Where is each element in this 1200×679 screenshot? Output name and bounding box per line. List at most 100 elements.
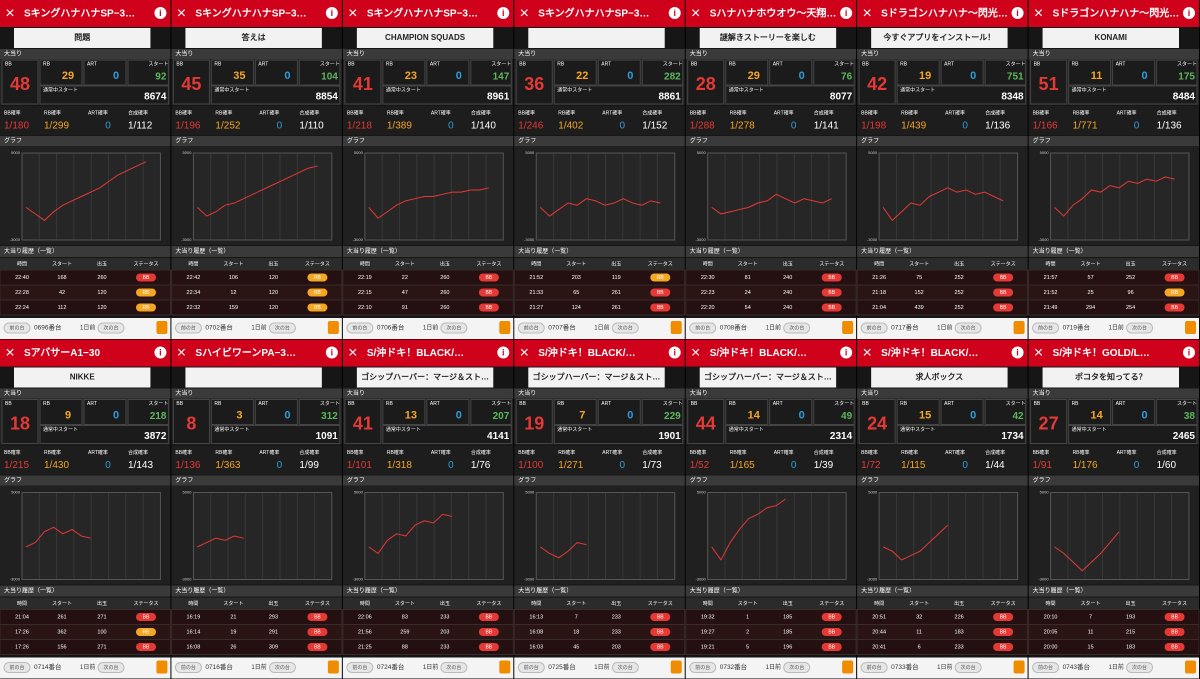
ad-text: KONAMI — [1095, 33, 1127, 42]
next-button[interactable] — [97, 662, 125, 673]
info-icon[interactable] — [668, 346, 681, 359]
close-button[interactable]: × — [5, 5, 14, 22]
next-button[interactable] — [268, 322, 296, 334]
prev-button[interactable] — [689, 662, 717, 673]
next-button[interactable] — [611, 322, 639, 334]
prev-button[interactable] — [174, 662, 202, 673]
next-button[interactable] — [954, 662, 982, 673]
status-pill — [478, 288, 499, 297]
bb-count: 27 — [1039, 413, 1059, 433]
status-pill — [478, 273, 499, 282]
next-button[interactable] — [268, 662, 296, 673]
rate-label: 合成確率 — [814, 449, 834, 456]
info-icon[interactable] — [497, 7, 510, 19]
table-row — [685, 299, 857, 316]
day-label: 1日前 — [80, 324, 95, 332]
prev-button[interactable] — [346, 322, 374, 334]
graph-line — [539, 198, 661, 217]
status-text: BB — [314, 629, 321, 635]
prev-button[interactable] — [174, 322, 202, 334]
next-button[interactable] — [611, 662, 639, 673]
table-cell: 21:52 — [1044, 290, 1058, 296]
next-button[interactable] — [954, 322, 982, 334]
start-count: 751 — [1007, 72, 1024, 83]
next-button[interactable] — [1126, 662, 1154, 673]
close-button[interactable]: × — [5, 345, 14, 362]
prev-button[interactable] — [517, 662, 545, 673]
info-icon[interactable] — [1011, 346, 1024, 359]
next-button[interactable] — [1126, 322, 1154, 334]
info-icon[interactable] — [497, 346, 510, 359]
info-icon[interactable] — [154, 7, 167, 19]
prev-button[interactable] — [860, 662, 888, 673]
table-header-cell: 時間 — [1046, 601, 1056, 607]
close-button[interactable]: × — [348, 345, 357, 362]
close-button[interactable]: × — [691, 5, 700, 22]
info-icon[interactable] — [154, 346, 167, 359]
prev-button[interactable] — [689, 322, 717, 334]
info-icon[interactable] — [840, 7, 853, 19]
close-button[interactable]: × — [177, 345, 186, 362]
status-text: BB — [143, 275, 150, 281]
app-icon — [499, 321, 511, 334]
table-cell: 294 — [1086, 305, 1095, 311]
close-button[interactable]: × — [862, 5, 871, 22]
prev-button[interactable] — [517, 322, 545, 334]
header — [685, 339, 857, 367]
close-button[interactable]: × — [177, 5, 186, 22]
next-button[interactable] — [97, 322, 125, 334]
prev-button[interactable] — [860, 322, 888, 334]
normal-start-label: 通常中スタート — [43, 426, 78, 433]
next-button[interactable] — [783, 662, 811, 673]
close-button[interactable]: × — [520, 5, 529, 22]
table-cell: 120 — [97, 305, 106, 311]
close-button[interactable]: × — [1034, 345, 1043, 362]
app-icon — [327, 321, 339, 334]
table-header-cell: 時間 — [360, 601, 370, 607]
info-icon[interactable] — [1011, 7, 1024, 19]
close-button[interactable]: × — [862, 345, 871, 362]
rate-label: RB確率 — [387, 109, 404, 116]
table-cell: 293 — [269, 614, 278, 620]
prev-button[interactable] — [346, 662, 374, 673]
info-icon[interactable] — [840, 346, 853, 359]
table-cell: 22:19 — [358, 275, 372, 281]
total-start: 1901 — [658, 431, 681, 442]
table-cell: 16:14 — [187, 629, 201, 635]
next-button[interactable] — [440, 662, 468, 673]
machine-number: 0702番台 — [205, 323, 232, 332]
combined-rate: 1/112 — [128, 121, 153, 132]
machine-title: SハイビワーンPA−3… — [195, 346, 296, 359]
stat-cell — [896, 85, 1027, 105]
next-button[interactable] — [440, 322, 468, 334]
close-button[interactable]: × — [691, 345, 700, 362]
table-row — [0, 299, 171, 316]
prev-button[interactable] — [1032, 662, 1060, 673]
info-icon[interactable] — [1183, 346, 1195, 359]
machine-panel: × S/沖ドキ！BLACK/… i ゴシップハーバー：マージ＆スト… 大当り BB 19 RB… — [513, 339, 686, 679]
machine-panel: × SアバサーA1−30 i NIKKE 大当り BB 18 RB 9 ART 0 スタート 218 通常… — [0, 339, 171, 679]
bb-count: 42 — [867, 74, 887, 94]
info-icon[interactable] — [325, 7, 338, 19]
table-header — [342, 258, 514, 270]
table-cell: 20:51 — [872, 614, 886, 620]
table-cell: 106 — [229, 275, 238, 281]
header — [171, 339, 342, 367]
table-row — [170, 639, 343, 655]
rb-count: 35 — [233, 70, 245, 82]
next-button[interactable] — [783, 322, 811, 334]
prev-button[interactable] — [3, 662, 31, 673]
info-icon[interactable] — [1183, 7, 1195, 19]
info-icon[interactable] — [668, 7, 681, 19]
close-button[interactable]: × — [520, 345, 529, 362]
prev-button[interactable] — [3, 322, 31, 334]
status-pill — [1164, 628, 1185, 636]
ad-banner — [871, 28, 1008, 48]
close-button[interactable]: × — [348, 5, 357, 22]
table-header-cell: 出玉 — [611, 260, 621, 267]
info-icon[interactable] — [325, 346, 338, 359]
close-button[interactable]: × — [1034, 5, 1043, 22]
prev-button[interactable] — [1032, 322, 1060, 334]
status-text: BB — [486, 614, 493, 620]
graph-line — [368, 513, 453, 555]
